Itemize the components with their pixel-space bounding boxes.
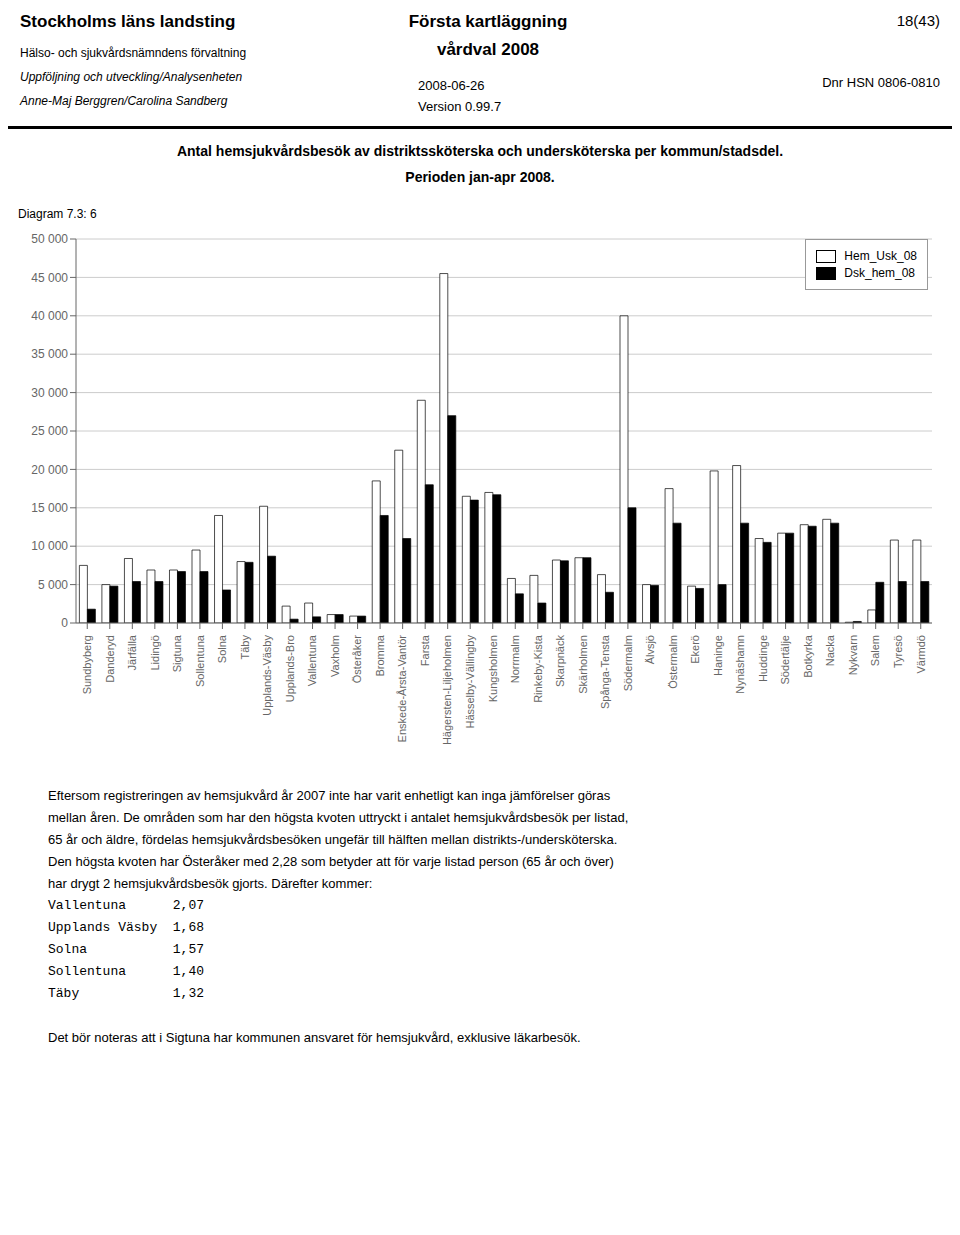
svg-text:40 000: 40 000 [31, 309, 68, 323]
svg-text:Farsta: Farsta [419, 634, 431, 666]
html-text:mellan åren. De områden som ha: mellan åren. De områden som har den högs… [48, 810, 629, 825]
svg-text:Östermalm: Östermalm [667, 635, 679, 689]
svg-text:Ekerö: Ekerö [689, 635, 701, 664]
html-text:Sollentuna 1,40: Sollentuna 1,40 [48, 964, 204, 979]
svg-text:Upplands-Bro: Upplands-Bro [284, 635, 296, 702]
html-text:Hem_Usk_08: Hem_Usk_08 [844, 249, 917, 263]
svg-text:15 000: 15 000 [31, 501, 68, 515]
html-text:Stockholms läns landsting: Stockholms läns landsting [20, 12, 236, 31]
svg-text:Hässelby-Vällingby: Hässelby-Vällingby [464, 635, 476, 729]
svg-text:Vaxholm: Vaxholm [329, 635, 341, 677]
svg-text:Älvsjö: Älvsjö [644, 635, 656, 664]
svg-text:Haninge: Haninge [712, 635, 724, 676]
svg-text:Sollentuna: Sollentuna [194, 634, 206, 687]
html-text:Perioden jan-apr 2008.: Perioden jan-apr 2008. [405, 169, 555, 185]
svg-text:45 000: 45 000 [31, 271, 68, 285]
svg-text:Skärholmen: Skärholmen [577, 635, 589, 694]
svg-text:25 000: 25 000 [31, 424, 68, 438]
svg-text:Tyresö: Tyresö [892, 635, 904, 668]
svg-text:Järfälla: Järfälla [126, 634, 138, 670]
html-text:Version 0.99.7: Version 0.99.7 [418, 99, 502, 114]
svg-text:Österåker: Österåker [351, 635, 363, 684]
html-text:Det bör noteras att i Sigtuna: Det bör noteras att i Sigtuna har kommun… [48, 1030, 581, 1045]
html-text:Anne-Maj Berggren/Carolina San: Anne-Maj Berggren/Carolina Sandberg [20, 94, 228, 108]
svg-text:Täby: Täby [239, 635, 251, 660]
svg-text:Sundbyberg: Sundbyberg [81, 635, 93, 694]
svg-text:35 000: 35 000 [31, 347, 68, 361]
svg-text:20 000: 20 000 [31, 463, 68, 477]
svg-text:30 000: 30 000 [31, 386, 68, 400]
svg-text:Lidingö: Lidingö [149, 635, 161, 670]
svg-text:Vallentuna: Vallentuna [306, 634, 318, 686]
svg-text:Botkyrka: Botkyrka [802, 634, 814, 678]
html-text:18(43): 18(43) [896, 12, 940, 29]
html-text:2008-06-26: 2008-06-26 [418, 78, 485, 93]
svg-text:Salem: Salem [869, 635, 881, 666]
html-text:Solna 1,57: Solna 1,57 [48, 942, 204, 957]
svg-text:Södertälje: Södertälje [779, 635, 791, 685]
html-text:Eftersom registreringen av hem: Eftersom registreringen av hemsjukvård å… [48, 788, 611, 803]
svg-text:Solna: Solna [216, 634, 228, 663]
html-text:Antal hemsjukvårdsbesök av dis: Antal hemsjukvårdsbesök av distriktssköt… [176, 143, 784, 159]
html-text:Täby 1,32: Täby 1,32 [48, 986, 204, 1001]
html-text:Vallentuna 2,07: Vallentuna 2,07 [48, 898, 204, 913]
html-text:65 år och äldre, fördelas hems: 65 år och äldre, fördelas hemsjukvårdsbe… [48, 832, 618, 847]
svg-text:Nynäshamn: Nynäshamn [734, 635, 746, 694]
svg-text:Norrmalm: Norrmalm [509, 635, 521, 683]
html-text:Dnr HSN 0806-0810: Dnr HSN 0806-0810 [822, 75, 940, 90]
svg-text:Södermalm: Södermalm [622, 635, 634, 691]
svg-text:5 000: 5 000 [38, 578, 68, 592]
svg-text:Danderyd: Danderyd [104, 635, 116, 683]
svg-text:Kungsholmen: Kungsholmen [487, 635, 499, 702]
svg-text:Upplands-Väsby: Upplands-Väsby [261, 635, 273, 716]
svg-text:Nacka: Nacka [824, 634, 836, 666]
svg-text:Värmdö: Värmdö [915, 635, 927, 674]
svg-text:Spånga-Tensta: Spånga-Tensta [599, 634, 611, 709]
html-text:Dsk_hem_08: Dsk_hem_08 [844, 266, 915, 280]
html-text:Uppföljning och utveckling/Ana: Uppföljning och utveckling/Analysenheten [20, 70, 243, 84]
svg-text:Rinkeby-Kista: Rinkeby-Kista [532, 634, 544, 703]
html-text:Diagram 7.3: 6: Diagram 7.3: 6 [18, 207, 97, 221]
html-text:Upplands Väsby 1,68: Upplands Väsby 1,68 [48, 920, 204, 935]
svg-text:Nykvarn: Nykvarn [847, 635, 859, 675]
svg-text:Sigtuna: Sigtuna [171, 634, 183, 672]
svg-text:Bromma: Bromma [374, 634, 386, 676]
html-text:vårdval 2008: vårdval 2008 [437, 40, 539, 59]
svg-text:Enskede-Årsta-Vantör: Enskede-Årsta-Vantör [396, 635, 408, 743]
svg-text:Skarpnäck: Skarpnäck [554, 635, 566, 687]
svg-text:10 000: 10 000 [31, 539, 68, 553]
html-text:har drygt 2 hemsjukvårdsbesök: har drygt 2 hemsjukvårdsbesök gjorts. Dä… [48, 876, 373, 891]
html-text:Första kartläggning: Första kartläggning [408, 12, 568, 31]
svg-text:Hägersten-Liljeholmen: Hägersten-Liljeholmen [441, 635, 453, 745]
svg-text:0: 0 [61, 616, 68, 630]
html-text:Den högsta kvoten har Österåke: Den högsta kvoten har Österåker med 2,28… [48, 854, 614, 869]
svg-text:Huddinge: Huddinge [757, 635, 769, 682]
html-text:Hälso- och sjukvårdsnämndens f: Hälso- och sjukvårdsnämndens förvaltning [20, 46, 247, 60]
svg-text:50 000: 50 000 [31, 232, 68, 246]
